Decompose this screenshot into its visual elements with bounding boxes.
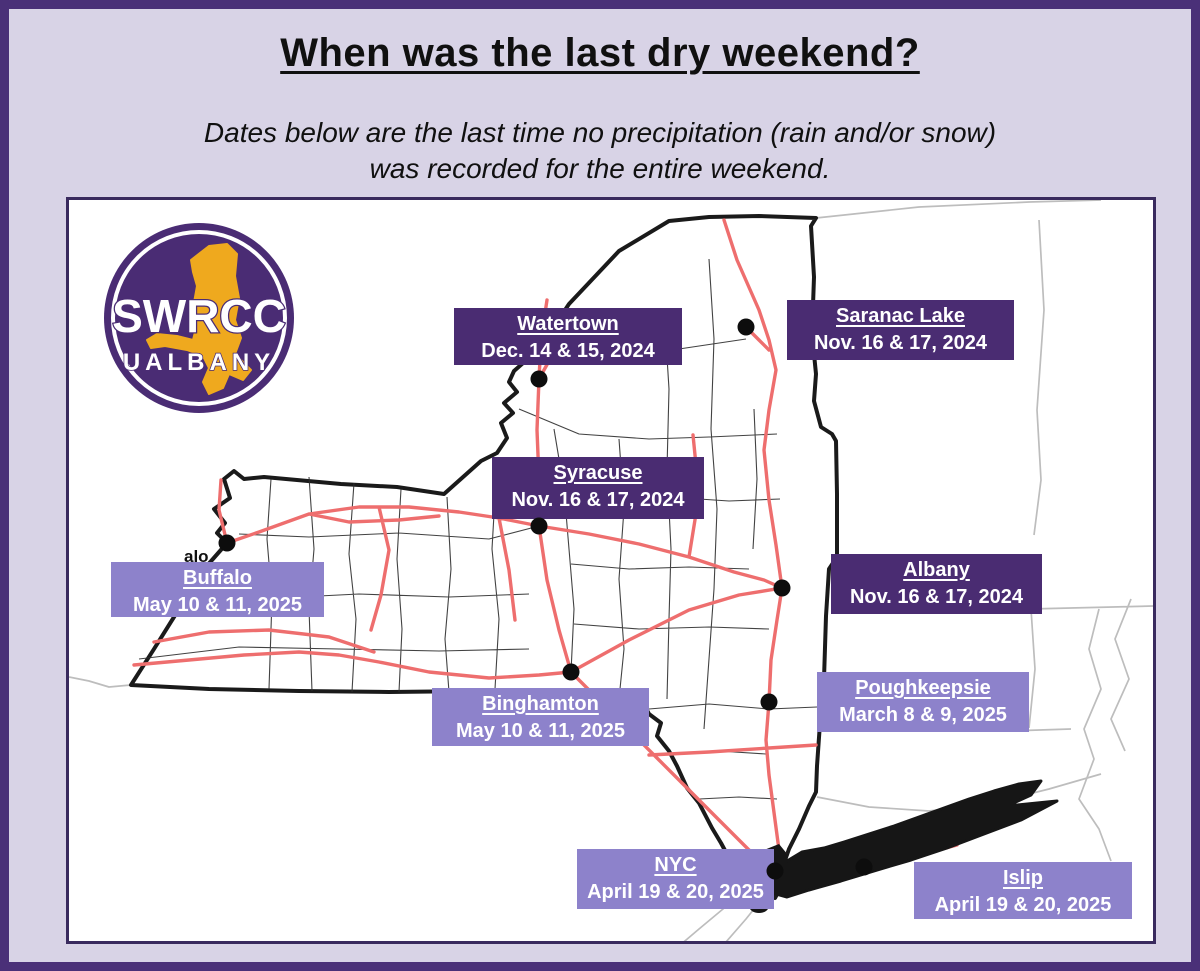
logo-org-text: SWRCC bbox=[112, 290, 286, 342]
station-label-nyc: NYC April 19 & 20, 2025 bbox=[577, 849, 774, 909]
city-dot-watertown bbox=[530, 370, 548, 388]
station-dry-date: Nov. 16 & 17, 2024 bbox=[813, 332, 988, 354]
long-island-shape bbox=[767, 779, 1059, 899]
station-dry-date: May 10 & 11, 2025 bbox=[132, 594, 302, 616]
city-dot-buffalo bbox=[218, 534, 236, 552]
station-label-buffalo: Buffalo May 10 & 11, 2025 bbox=[111, 562, 324, 617]
station-city-name: Buffalo bbox=[183, 567, 252, 589]
station-label-poughkeepsie: Poughkeepsie March 8 & 9, 2025 bbox=[817, 672, 1029, 732]
station-city-name: Binghamton bbox=[482, 693, 599, 715]
station-city-name: Watertown bbox=[517, 313, 619, 335]
city-dot-binghamton bbox=[562, 663, 580, 681]
station-label-watertown: Watertown Dec. 14 & 15, 2024 bbox=[454, 308, 682, 365]
city-dot-syracuse bbox=[530, 517, 548, 535]
station-dry-date: Nov. 16 & 17, 2024 bbox=[511, 489, 685, 511]
station-dry-date: May 10 & 11, 2025 bbox=[455, 720, 625, 742]
station-dry-date: Dec. 14 & 15, 2024 bbox=[481, 340, 655, 362]
basemap-city-text-fragment: alo bbox=[184, 547, 209, 566]
logo-ring bbox=[111, 230, 287, 406]
station-dry-date: April 19 & 20, 2025 bbox=[934, 894, 1112, 916]
city-dot-albany bbox=[773, 579, 791, 597]
station-dry-date: April 19 & 20, 2025 bbox=[587, 881, 764, 903]
station-label-syracuse: Syracuse Nov. 16 & 17, 2024 bbox=[492, 457, 704, 519]
subtitle: Dates below are the last time no precipi… bbox=[9, 115, 1191, 188]
base-map: alo bbox=[69, 200, 1153, 941]
map-canvas: alo SWRCC UALBANY Watertown Dec. 14 & 15… bbox=[66, 197, 1156, 944]
subtitle-line-1: Dates below are the last time no precipi… bbox=[203, 117, 997, 148]
station-label-binghamton: Binghamton May 10 & 11, 2025 bbox=[432, 688, 649, 746]
station-label-saranac-lake: Saranac Lake Nov. 16 & 17, 2024 bbox=[787, 300, 1014, 360]
logo-ny-state-icon bbox=[146, 243, 252, 395]
station-city-name: Islip bbox=[1002, 867, 1043, 889]
station-dry-date: March 8 & 9, 2025 bbox=[839, 704, 1007, 726]
station-city-name: Syracuse bbox=[553, 462, 643, 484]
station-city-name: Saranac Lake bbox=[836, 305, 965, 327]
city-dot-islip bbox=[855, 858, 873, 876]
logo-institution-text: UALBANY bbox=[123, 349, 275, 376]
subtitle-line-2: was recorded for the entire weekend. bbox=[369, 153, 831, 185]
city-dot-poughkeepsie bbox=[760, 693, 778, 711]
station-dry-date: Nov. 16 & 17, 2024 bbox=[849, 586, 1024, 608]
swrcc-ualbany-logo: SWRCC UALBANY bbox=[104, 223, 294, 413]
station-label-islip: Islip April 19 & 20, 2025 bbox=[914, 862, 1132, 919]
city-dot-saranac-lake bbox=[737, 318, 755, 336]
city-dot-nyc bbox=[766, 862, 784, 880]
page-title: When was the last dry weekend? bbox=[280, 31, 920, 75]
station-city-name: NYC bbox=[654, 854, 697, 876]
station-label-albany: Albany Nov. 16 & 17, 2024 bbox=[831, 554, 1042, 614]
station-city-name: Poughkeepsie bbox=[855, 677, 991, 699]
station-city-name: Albany bbox=[903, 559, 970, 581]
